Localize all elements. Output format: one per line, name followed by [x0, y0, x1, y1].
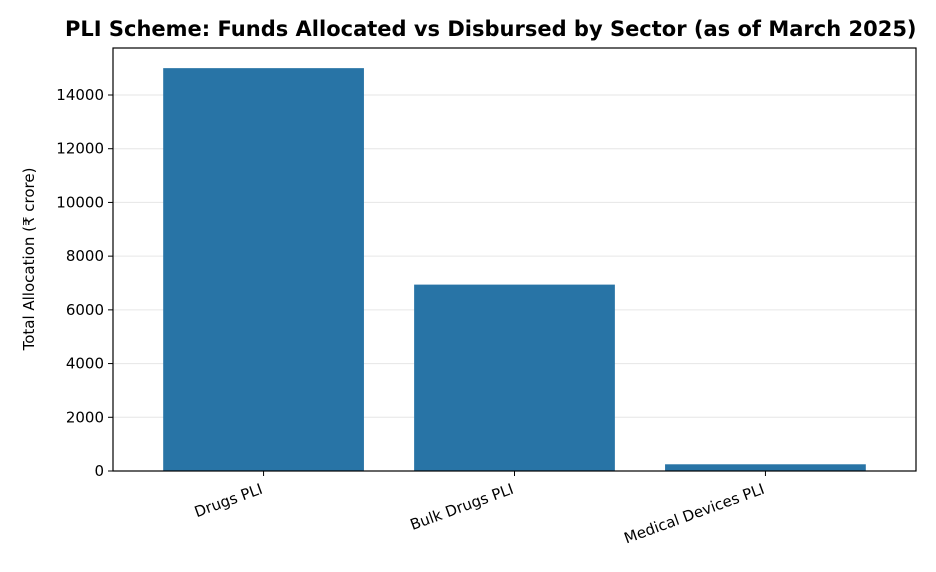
bar [163, 68, 364, 472]
bar [414, 284, 615, 471]
y-tick-label: 12000 [56, 140, 104, 158]
y-axis: 0 2000 4000 6000 8000 10000 12000 14000 [56, 86, 113, 480]
x-tick-label: Bulk Drugs PLI [408, 480, 516, 534]
y-tick-label: 14000 [56, 86, 104, 104]
y-tick-label: 0 [94, 462, 104, 480]
y-tick-label: 2000 [66, 408, 104, 426]
y-tick-label: 4000 [66, 355, 104, 373]
y-axis-label: Total Allocation (₹ crore) [20, 168, 38, 352]
bar [665, 464, 866, 471]
y-tick-label: 10000 [56, 193, 104, 211]
y-tick-label: 6000 [66, 301, 104, 319]
bars [163, 68, 866, 472]
chart-title: PLI Scheme: Funds Allocated vs Disbursed… [65, 17, 917, 41]
x-tick-label: Drugs PLI [192, 480, 265, 521]
y-tick-label: 8000 [66, 247, 104, 265]
x-tick-label: Medical Devices PLI [622, 480, 767, 548]
x-axis: Drugs PLI Bulk Drugs PLI Medical Devices P… [192, 471, 767, 547]
